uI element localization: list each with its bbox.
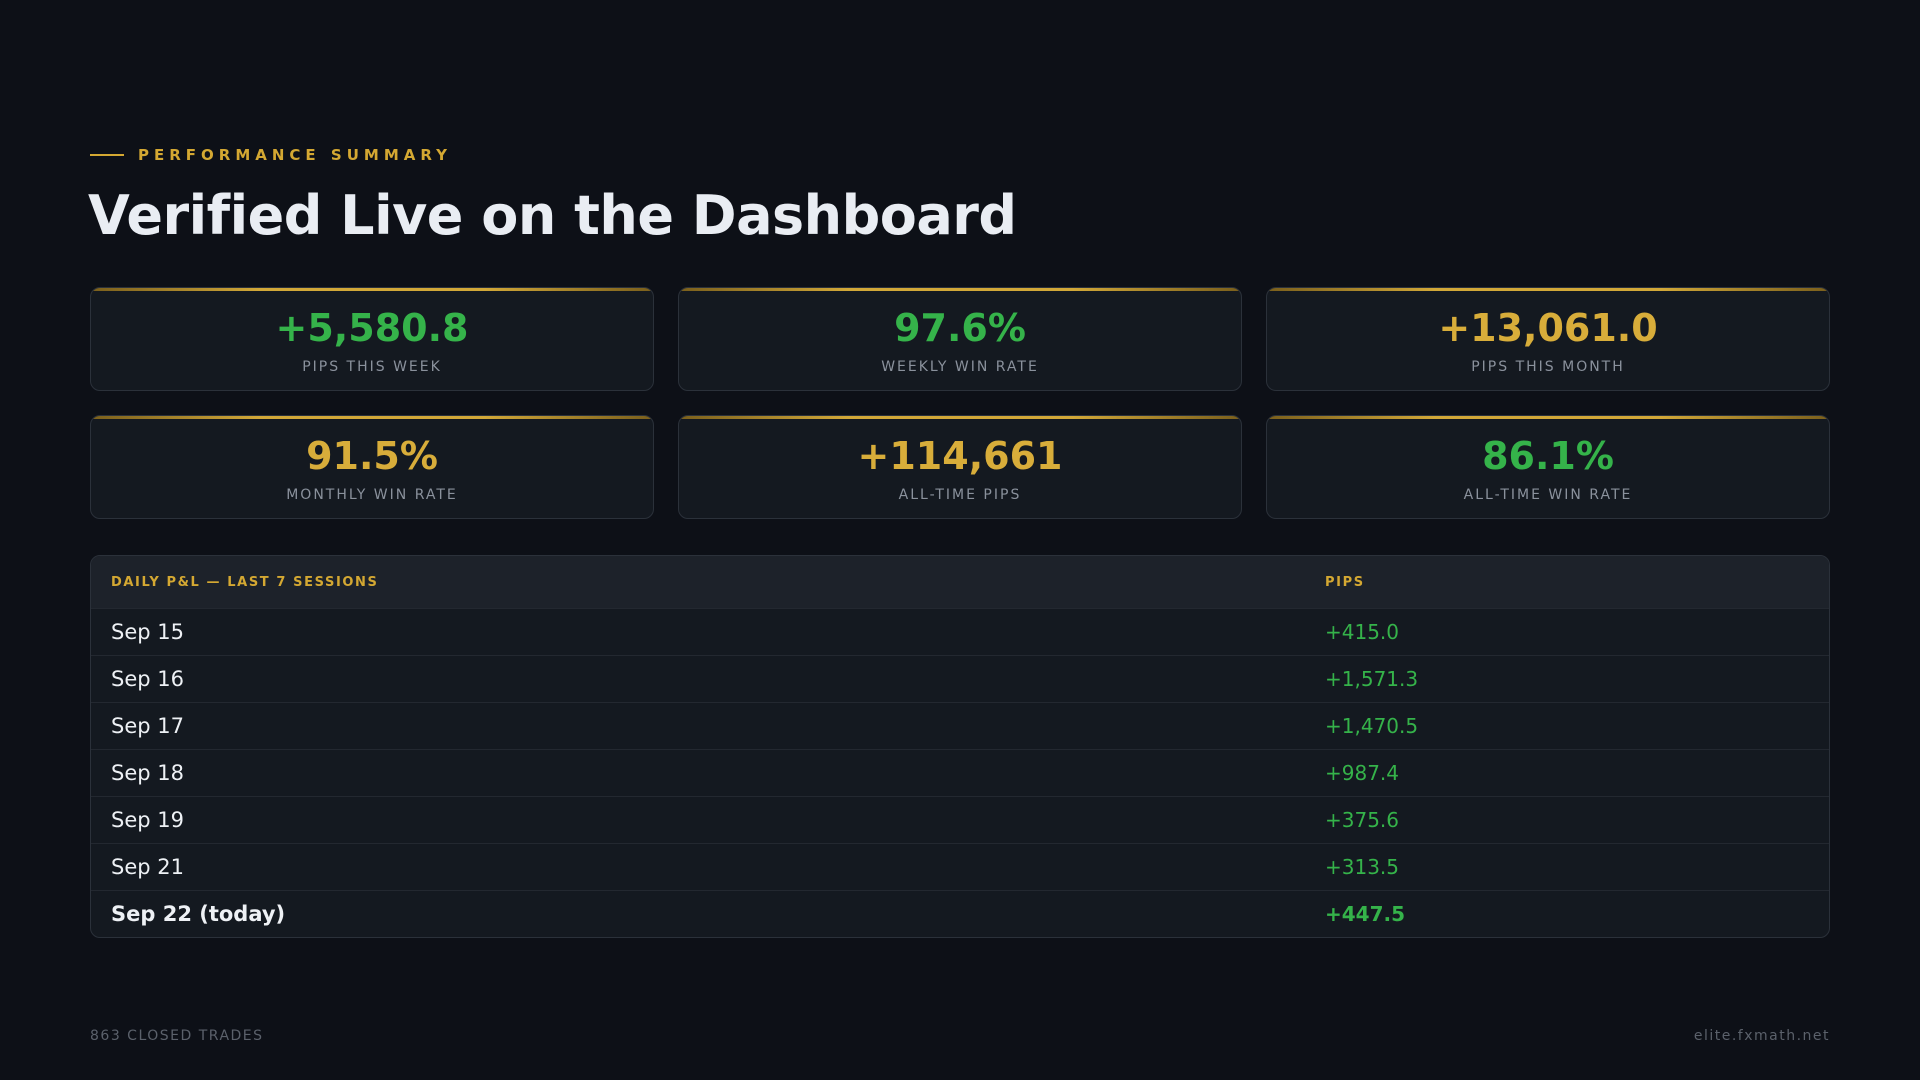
row-pips: +987.4 — [1325, 761, 1400, 785]
stat-card-all-time-pips: +114,661 ALL-TIME PIPS — [678, 415, 1242, 519]
table-row: Sep 18 +987.4 — [91, 749, 1829, 796]
stat-card-pips-this-week: +5,580.8 PIPS THIS WEEK — [90, 287, 654, 391]
table-row: Sep 15 +415.0 — [91, 608, 1829, 655]
column-header-pips: PIPS — [1325, 574, 1365, 590]
table-row: Sep 19 +375.6 — [91, 796, 1829, 843]
stat-label: PIPS THIS MONTH — [1471, 359, 1625, 375]
stat-label: ALL-TIME PIPS — [898, 487, 1022, 503]
column-header-date: DAILY P&L — LAST 7 SESSIONS — [111, 574, 379, 590]
stat-card-all-time-win-rate: 86.1% ALL-TIME WIN RATE — [1266, 415, 1830, 519]
row-pips: +1,571.3 — [1325, 667, 1419, 691]
row-date: Sep 16 — [111, 667, 184, 691]
stat-value: +13,061.0 — [1438, 306, 1658, 350]
table-row: Sep 21 +313.5 — [91, 843, 1829, 890]
page-title: Verified Live on the Dashboard — [88, 184, 1017, 247]
eyebrow-label: PERFORMANCE SUMMARY — [138, 146, 452, 164]
stat-value: 97.6% — [894, 306, 1026, 350]
row-date: Sep 19 — [111, 808, 184, 832]
row-date: Sep 21 — [111, 855, 184, 879]
row-pips: +375.6 — [1325, 808, 1400, 832]
row-pips: +1,470.5 — [1325, 714, 1419, 738]
stat-card-monthly-win-rate: 91.5% MONTHLY WIN RATE — [90, 415, 654, 519]
site-url: elite.fxmath.net — [1693, 1028, 1830, 1044]
stat-value: 86.1% — [1482, 434, 1614, 478]
stat-value: 91.5% — [306, 434, 438, 478]
stat-label: ALL-TIME WIN RATE — [1463, 487, 1633, 503]
daily-pnl-table: DAILY P&L — LAST 7 SESSIONS PIPS Sep 15 … — [90, 555, 1830, 938]
table-row: Sep 17 +1,470.5 — [91, 702, 1829, 749]
section-eyebrow: PERFORMANCE SUMMARY — [90, 146, 452, 164]
row-pips: +313.5 — [1325, 855, 1400, 879]
stat-label: MONTHLY WIN RATE — [286, 487, 458, 503]
closed-trades-count: 863 CLOSED TRADES — [90, 1028, 264, 1044]
stat-value: +5,580.8 — [275, 306, 469, 350]
stat-card-weekly-win-rate: 97.6% WEEKLY WIN RATE — [678, 287, 1242, 391]
table-row-today: Sep 22 (today) +447.5 — [91, 890, 1829, 937]
stats-grid: +5,580.8 PIPS THIS WEEK 97.6% WEEKLY WIN… — [90, 287, 1830, 519]
row-date: Sep 22 (today) — [111, 902, 286, 926]
eyebrow-divider — [90, 154, 124, 156]
stat-value: +114,661 — [857, 434, 1063, 478]
row-date: Sep 17 — [111, 714, 184, 738]
row-date: Sep 15 — [111, 620, 184, 644]
table-row: Sep 16 +1,571.3 — [91, 655, 1829, 702]
stat-label: PIPS THIS WEEK — [302, 359, 442, 375]
row-pips: +415.0 — [1325, 620, 1400, 644]
table-header-row: DAILY P&L — LAST 7 SESSIONS PIPS — [91, 556, 1829, 608]
row-date: Sep 18 — [111, 761, 184, 785]
stat-card-pips-this-month: +13,061.0 PIPS THIS MONTH — [1266, 287, 1830, 391]
stat-label: WEEKLY WIN RATE — [881, 359, 1039, 375]
row-pips: +447.5 — [1325, 902, 1406, 926]
